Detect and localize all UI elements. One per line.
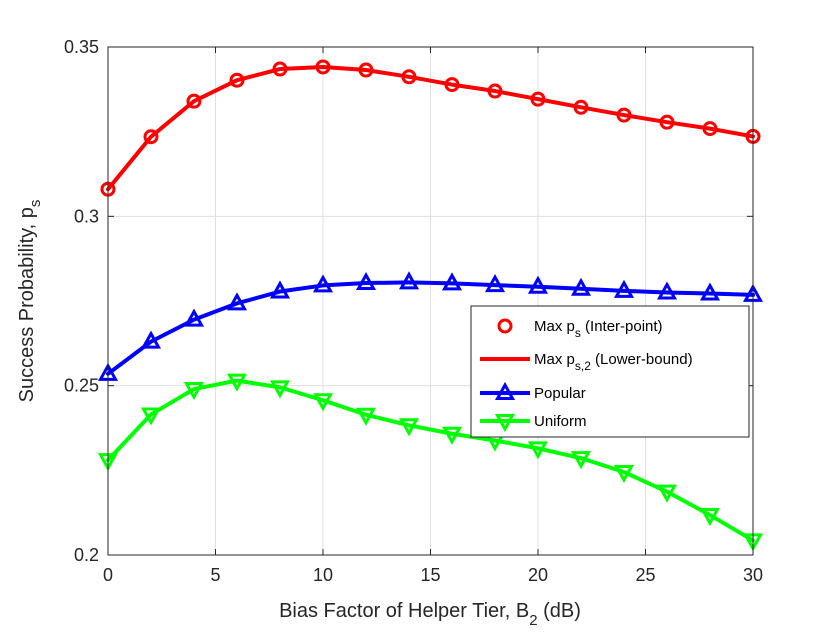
y-tick-label: 0.2 [74,545,99,565]
x-axis-label-suffix: (dB) [538,600,581,622]
data-point-series-3 [140,407,162,426]
y-tick-label: 0.25 [64,376,99,396]
ticks: 0 5 10 15 20 25 30 0.2 0.25 0.3 0.35 [64,37,763,585]
data-point-series-2 [613,279,635,298]
data-point-series-0 [573,99,589,115]
legend-marker-2 [494,381,516,400]
data-point-series-2 [355,271,377,291]
x-tick-label: 20 [528,565,548,585]
data-point-series-3 [699,508,721,527]
legend-label-2: Popular [534,385,586,402]
data-point-series-2 [699,282,721,301]
data-point-series-0 [487,83,503,99]
x-tick-label: 15 [420,565,440,585]
y-tick-label: 0.3 [74,206,99,226]
data-point-series-2 [484,273,506,293]
data-point-series-2 [140,330,162,349]
data-point-series-3 [226,373,248,392]
data-point-series-3 [183,382,205,401]
data-point-series-0 [702,121,718,137]
legend-label-3: Uniform [534,413,587,430]
data-point-series-3 [527,441,549,460]
legend-marker-0 [497,318,513,334]
data-point-series-0 [315,59,331,75]
x-axis-label: Bias Factor of Helper Tier, B2 (dB) [279,600,581,629]
data-point-series-0 [616,107,632,123]
y-tick-label: 0.35 [64,37,99,57]
legend-label-1: Max ps,2 (Lower-bound) [534,351,693,373]
legend-marker-3 [494,414,516,433]
x-tick-label: 25 [635,565,655,585]
legend: Max ps (Inter-point) Max ps,2 (Lower-boun… [470,305,750,438]
data-point-series-0 [659,114,675,130]
data-point-series-3 [269,380,291,399]
data-point-series-2 [183,308,205,327]
series-line-2 [106,280,755,376]
data-point-series-0 [186,93,202,109]
data-point-series-0 [229,72,245,88]
x-tick-label: 10 [313,565,333,585]
data-point-series-3 [656,484,678,503]
data-point-series-2 [656,281,678,300]
legend-label-0: Max ps (Inter-point) [534,318,663,340]
y-axis-label-main: Success Probability, p [16,207,38,402]
data-point-series-0 [444,77,460,93]
data-point-series-3 [441,426,463,445]
y-axis-label-sub: s [27,200,44,208]
x-tick-label: 0 [103,565,113,585]
x-tick-label: 5 [210,565,220,585]
data-point-series-2 [269,280,291,299]
data-point-series-0 [143,129,159,145]
data-point-series-0 [358,62,374,78]
data-point-series-0 [272,61,288,77]
data-point-series-2 [570,277,592,296]
data-point-series-2 [312,274,334,293]
series-line-1 [106,64,755,192]
data-point-series-3 [613,465,635,484]
series-line-3 [106,378,755,543]
y-axis-label: Success Probability, ps [16,200,44,403]
data-point-series-0 [401,69,417,85]
x-tick-label: 30 [743,565,763,585]
data-point-series-0 [530,91,546,107]
x-axis-label-main: Bias Factor of Helper Tier, B [279,600,529,622]
data-point-series-2 [527,275,549,294]
x-axis-label-sub: 2 [529,612,537,629]
data-point-series-3 [355,407,377,426]
data-point-series-3 [312,393,334,412]
data-point-series-2 [441,272,463,291]
series-layer [97,59,764,552]
data-point-series-2 [226,292,248,311]
data-point-series-3 [398,418,420,437]
legend-box [470,305,750,438]
data-point-series-3 [570,451,592,470]
data-point-series-2 [398,271,420,290]
